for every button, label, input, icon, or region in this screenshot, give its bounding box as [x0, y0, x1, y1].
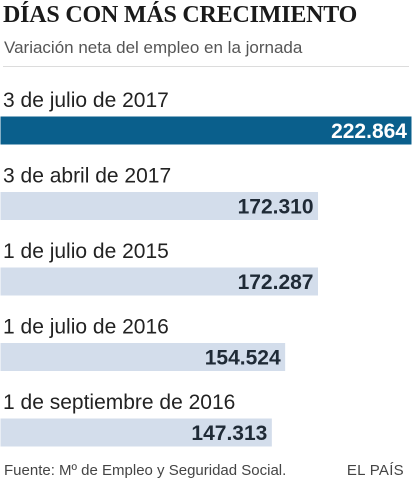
category-label: 1 de julio de 2015: [3, 240, 169, 263]
bar: [0, 191, 320, 221]
brand-label: EL PAÍS: [346, 462, 404, 479]
bar: [0, 342, 287, 372]
bar: [0, 266, 320, 297]
value-label: 172.287: [238, 271, 314, 294]
category-label: 1 de julio de 2016: [3, 316, 169, 339]
value-label: 172.310: [238, 196, 314, 219]
bar-chart: 3 de julio de 2017 222.864 3 de abril de 2…: [0, 89, 413, 448]
source-note: Fuente: Mº de Empleo y Seguridad Social.: [4, 462, 287, 479]
bar: [0, 115, 413, 146]
value-label: 154.524: [205, 347, 281, 370]
bar: [0, 417, 273, 448]
category-label: 3 de julio de 2017: [3, 89, 169, 112]
category-label: 1 de septiembre de 2016: [3, 391, 235, 414]
category-label: 3 de abril de 2017: [3, 165, 171, 188]
value-label: 147.313: [191, 422, 267, 445]
value-label: 222.864: [331, 120, 407, 143]
chart-title: DÍAS CON MÁS CRECIMIENTO: [3, 2, 358, 28]
chart-subtitle: Variación neta del empleo en la jornada: [4, 38, 303, 57]
header-divider: [3, 66, 409, 67]
